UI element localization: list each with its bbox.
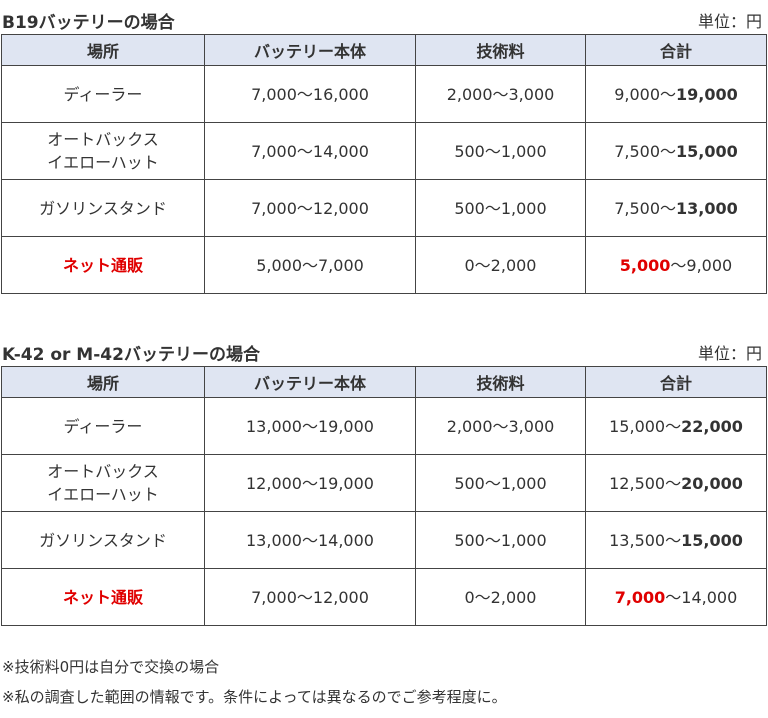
cell-battery: 7,000〜14,000	[204, 122, 416, 180]
place-name: ディーラー	[63, 84, 143, 104]
table-row: ガソリンスタンド 13,000〜14,000 500〜1,000 13,500〜…	[1, 511, 767, 569]
table-row: ガソリンスタンド 7,000〜12,000 500〜1,000 7,500〜13…	[1, 179, 767, 237]
cell-battery: 13,000〜19,000	[204, 397, 416, 455]
cell-battery: 7,000〜12,000	[204, 568, 416, 626]
total-max: 20,000	[681, 473, 743, 493]
total-prefix: 7,500〜	[614, 141, 677, 161]
total-max: 15,000	[676, 141, 738, 161]
footnote: ※私の調査した範囲の情報です。条件によっては異なるのでご参考程度に。	[2, 688, 507, 706]
section-header: K-42 or M-42バッテリーの場合 単位：円	[0, 338, 768, 366]
header-battery: バッテリー本体	[204, 34, 416, 66]
header-labor: 技術料	[415, 366, 586, 398]
place-name: オートバックス	[47, 462, 159, 481]
cell-labor: 500〜1,000	[415, 454, 586, 512]
header-total: 合計	[585, 34, 767, 66]
cell-total: 15,000〜22,000	[585, 397, 767, 455]
total-prefix: 12,500〜	[609, 473, 682, 493]
place-name: オートバックス	[47, 130, 159, 149]
cell-labor: 500〜1,000	[415, 179, 586, 237]
cell-total: 9,000〜19,000	[585, 65, 767, 123]
price-table-b19: 場所 バッテリー本体 技術料 合計 ディーラー 7,000〜16,000 2,0…	[1, 34, 767, 294]
total-prefix: 7,500〜	[614, 198, 677, 218]
place-name: イエローハット	[47, 153, 159, 172]
table-row: ディーラー 7,000〜16,000 2,000〜3,000 9,000〜19,…	[1, 65, 767, 123]
cell-total: 7,000〜14,000	[585, 568, 767, 626]
header-place: 場所	[1, 34, 205, 66]
footnote: ※技術料0円は自分で交換の場合	[2, 658, 220, 676]
table-row: ディーラー 13,000〜19,000 2,000〜3,000 15,000〜2…	[1, 397, 767, 455]
table-row: ネット通販 7,000〜12,000 0〜2,000 7,000〜14,000	[1, 568, 767, 626]
total-prefix: 9,000〜	[614, 84, 677, 104]
unit-label: 単位：円	[697, 344, 762, 363]
cell-total: 7,500〜13,000	[585, 179, 767, 237]
section-title: B19バッテリーの場合	[2, 13, 175, 33]
total-prefix: 15,000〜	[609, 416, 682, 436]
table-header-row: 場所 バッテリー本体 技術料 合計	[1, 366, 767, 398]
total-max: 13,000	[676, 198, 738, 218]
cell-total: 12,500〜20,000	[585, 454, 767, 512]
cell-battery: 13,000〜14,000	[204, 511, 416, 569]
table-row: オートバックス イエローハット 12,000〜19,000 500〜1,000 1…	[1, 454, 767, 512]
total-suffix: 〜14,000	[665, 587, 738, 607]
cell-labor: 500〜1,000	[415, 511, 586, 569]
header-place: 場所	[1, 366, 205, 398]
section-b19: B19バッテリーの場合 単位：円 場所 バッテリー本体 技術料 合計 ディーラー…	[0, 6, 768, 294]
footnotes: ※技術料0円は自分で交換の場合 ※私の調査した範囲の情報です。条件によっては異な…	[2, 652, 507, 712]
table-header-row: 場所 バッテリー本体 技術料 合計	[1, 34, 767, 66]
section-title: K-42 or M-42バッテリーの場合	[2, 345, 260, 365]
cell-total: 5,000〜9,000	[585, 236, 767, 294]
header-labor: 技術料	[415, 34, 586, 66]
cell-total: 13,500〜15,000	[585, 511, 767, 569]
cell-place: オートバックス イエローハット	[1, 454, 205, 512]
unit-label: 単位：円	[697, 12, 762, 31]
cell-place: ガソリンスタンド	[1, 179, 205, 237]
cell-place: ガソリンスタンド	[1, 511, 205, 569]
total-min-highlight: 5,000	[619, 255, 671, 275]
place-name-highlight: ネット通販	[62, 255, 143, 275]
place-name: ディーラー	[63, 416, 143, 436]
place-name: ガソリンスタンド	[39, 198, 167, 218]
place-name-highlight: ネット通販	[62, 587, 143, 607]
total-max: 15,000	[681, 530, 743, 550]
cell-labor: 2,000〜3,000	[415, 65, 586, 123]
total-suffix: 〜9,000	[670, 255, 733, 275]
cell-place: ネット通販	[1, 236, 205, 294]
table-row: ネット通販 5,000〜7,000 0〜2,000 5,000〜9,000	[1, 236, 767, 294]
price-table-k42-m42: 場所 バッテリー本体 技術料 合計 ディーラー 13,000〜19,000 2,…	[1, 366, 767, 626]
cell-battery: 7,000〜12,000	[204, 179, 416, 237]
total-min-highlight: 7,000	[614, 587, 666, 607]
total-max: 19,000	[676, 84, 738, 104]
section-k42-m42: K-42 or M-42バッテリーの場合 単位：円 場所 バッテリー本体 技術料…	[0, 338, 768, 626]
cell-labor: 0〜2,000	[415, 236, 586, 294]
cell-battery: 12,000〜19,000	[204, 454, 416, 512]
cell-place: ディーラー	[1, 397, 205, 455]
cell-place: ディーラー	[1, 65, 205, 123]
cell-place: ネット通販	[1, 568, 205, 626]
cell-total: 7,500〜15,000	[585, 122, 767, 180]
cell-battery: 7,000〜16,000	[204, 65, 416, 123]
cell-battery: 5,000〜7,000	[204, 236, 416, 294]
section-header: B19バッテリーの場合 単位：円	[0, 6, 768, 34]
table-row: オートバックス イエローハット 7,000〜14,000 500〜1,000 7,…	[1, 122, 767, 180]
total-prefix: 13,500〜	[609, 530, 682, 550]
cell-labor: 2,000〜3,000	[415, 397, 586, 455]
cell-labor: 500〜1,000	[415, 122, 586, 180]
header-total: 合計	[585, 366, 767, 398]
place-name: ガソリンスタンド	[39, 530, 167, 550]
cell-place: オートバックス イエローハット	[1, 122, 205, 180]
total-max: 22,000	[681, 416, 743, 436]
header-battery: バッテリー本体	[204, 366, 416, 398]
place-name: イエローハット	[47, 485, 159, 504]
cell-labor: 0〜2,000	[415, 568, 586, 626]
